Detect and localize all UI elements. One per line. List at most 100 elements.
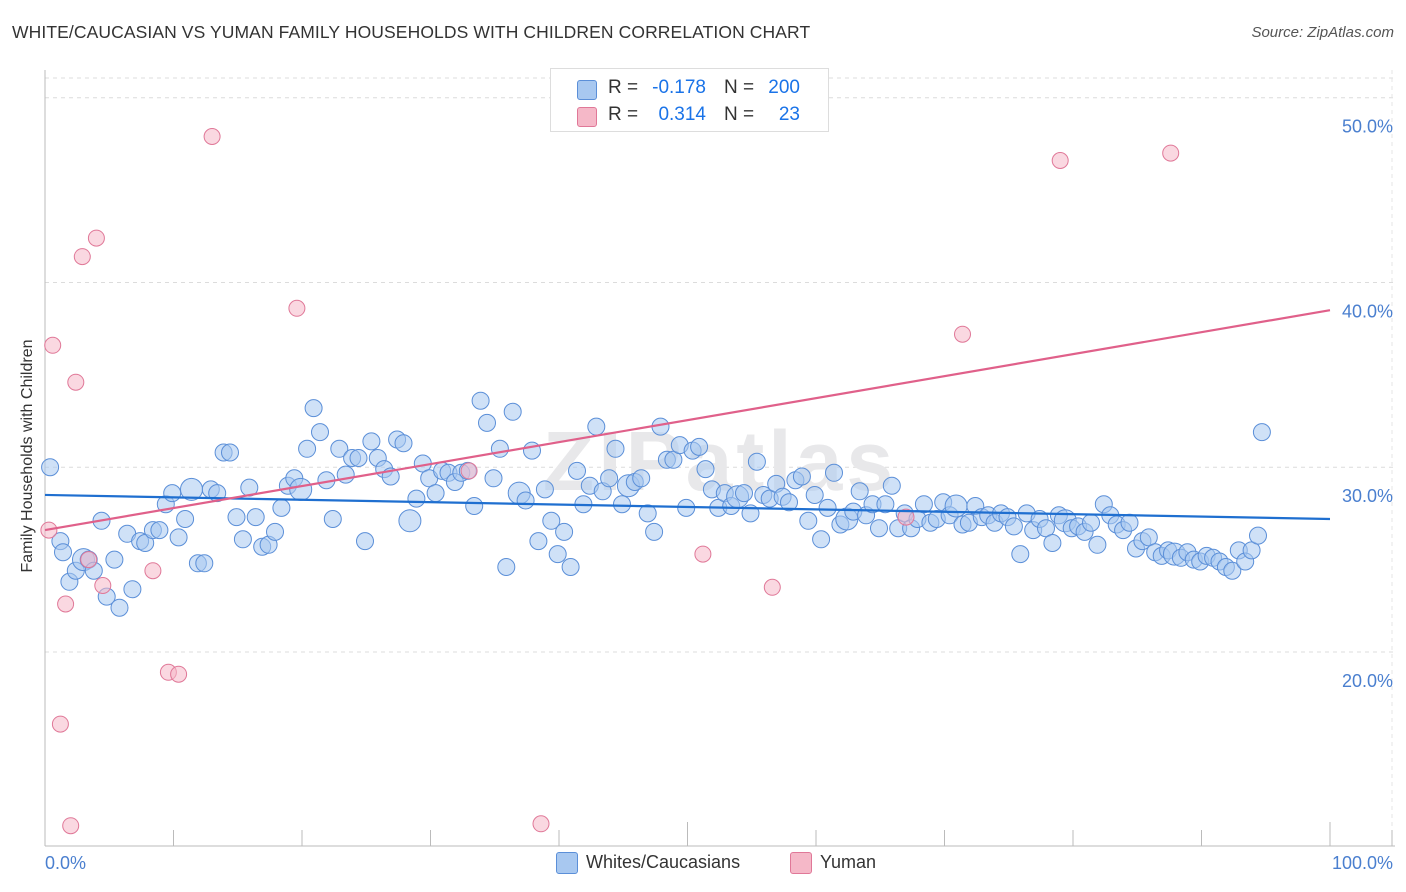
source-label: Source: ZipAtlas.com <box>1251 24 1394 41</box>
data-point <box>221 443 239 462</box>
data-point <box>67 373 85 391</box>
data-point <box>780 493 798 512</box>
data-point <box>497 558 516 576</box>
legend-r-value: -0.178 <box>652 77 706 98</box>
data-point <box>600 469 619 488</box>
legend-swatch-whites <box>577 80 597 100</box>
data-point <box>1162 144 1180 162</box>
data-point <box>606 439 625 458</box>
data-point <box>1223 561 1242 580</box>
data-point <box>645 522 664 541</box>
legend-n-label: N = <box>724 77 755 98</box>
data-point <box>696 460 715 479</box>
data-point <box>735 484 753 503</box>
data-point <box>227 508 246 527</box>
data-point <box>465 497 484 515</box>
data-point <box>613 495 631 514</box>
legend-r-value: 0.314 <box>658 104 706 125</box>
data-point <box>805 486 824 504</box>
legend-swatch-yuman <box>577 107 597 127</box>
data-point <box>1004 517 1023 536</box>
data-point <box>954 325 971 343</box>
legend-r-label: R = <box>608 104 639 125</box>
data-point <box>516 491 535 510</box>
data-point <box>532 815 550 833</box>
data-point <box>57 595 75 613</box>
data-point <box>87 229 105 247</box>
trend-line <box>44 309 1331 532</box>
data-point <box>850 482 869 501</box>
legend-n-label: N = <box>724 104 755 125</box>
data-point <box>1120 513 1139 532</box>
data-point <box>288 299 306 317</box>
data-point <box>799 511 818 530</box>
data-point <box>1051 152 1069 169</box>
data-point <box>203 128 221 145</box>
data-point <box>503 402 522 421</box>
data-point <box>876 495 895 514</box>
data-point <box>394 434 413 453</box>
data-point <box>897 508 915 526</box>
data-point <box>170 665 188 683</box>
data-point <box>150 521 169 540</box>
data-point <box>41 458 60 477</box>
data-point <box>542 511 561 530</box>
data-point <box>323 510 342 528</box>
data-point <box>471 391 490 410</box>
y-axis-label: Family Households with Children <box>19 339 36 573</box>
data-point <box>349 449 368 467</box>
data-point <box>548 545 567 564</box>
data-point <box>792 467 811 486</box>
data-point <box>1249 526 1267 545</box>
bottom-legend-label-yuman: Yuman <box>820 852 877 872</box>
bottom-legend-swatch-yuman <box>790 852 812 874</box>
data-point <box>460 462 478 480</box>
data-point <box>62 817 80 835</box>
data-point <box>1011 545 1030 564</box>
data-point <box>266 522 284 541</box>
data-point <box>176 510 195 528</box>
legend-r-label: R = <box>608 77 639 98</box>
data-point <box>529 532 548 551</box>
data-point <box>195 554 214 573</box>
data-point <box>825 463 843 482</box>
data-point <box>123 580 142 599</box>
data-point <box>1082 513 1100 532</box>
legend-n-value: 200 <box>768 77 800 98</box>
data-point <box>330 439 349 458</box>
series-yuman <box>40 128 1180 835</box>
data-point <box>356 532 374 551</box>
data-point <box>1252 423 1271 442</box>
data-point <box>426 484 445 503</box>
data-point <box>311 423 329 442</box>
data-point <box>272 498 291 517</box>
axes <box>44 70 1395 847</box>
data-point <box>51 715 69 733</box>
data-point <box>163 484 182 503</box>
data-point <box>484 469 503 488</box>
data-point <box>233 530 252 549</box>
data-point <box>747 452 766 471</box>
data-point <box>944 494 968 518</box>
y-tick-label: 20.0% <box>1342 671 1393 691</box>
data-point <box>587 417 606 436</box>
y-tick-label: 30.0% <box>1342 486 1393 506</box>
data-point <box>362 432 381 451</box>
data-point <box>638 504 657 523</box>
data-point <box>304 399 323 418</box>
data-point <box>490 439 509 458</box>
legend-n-value: 23 <box>778 104 800 125</box>
data-point <box>694 545 712 563</box>
data-point <box>535 480 554 499</box>
data-point <box>54 543 72 562</box>
data-point <box>1043 534 1062 552</box>
data-point <box>169 528 188 547</box>
data-point <box>478 413 496 432</box>
data-point <box>246 508 265 527</box>
data-point <box>812 530 831 549</box>
data-point <box>105 550 124 569</box>
data-point <box>289 477 313 501</box>
data-point <box>1088 535 1107 554</box>
bottom-legend-swatch-whites <box>556 852 578 874</box>
